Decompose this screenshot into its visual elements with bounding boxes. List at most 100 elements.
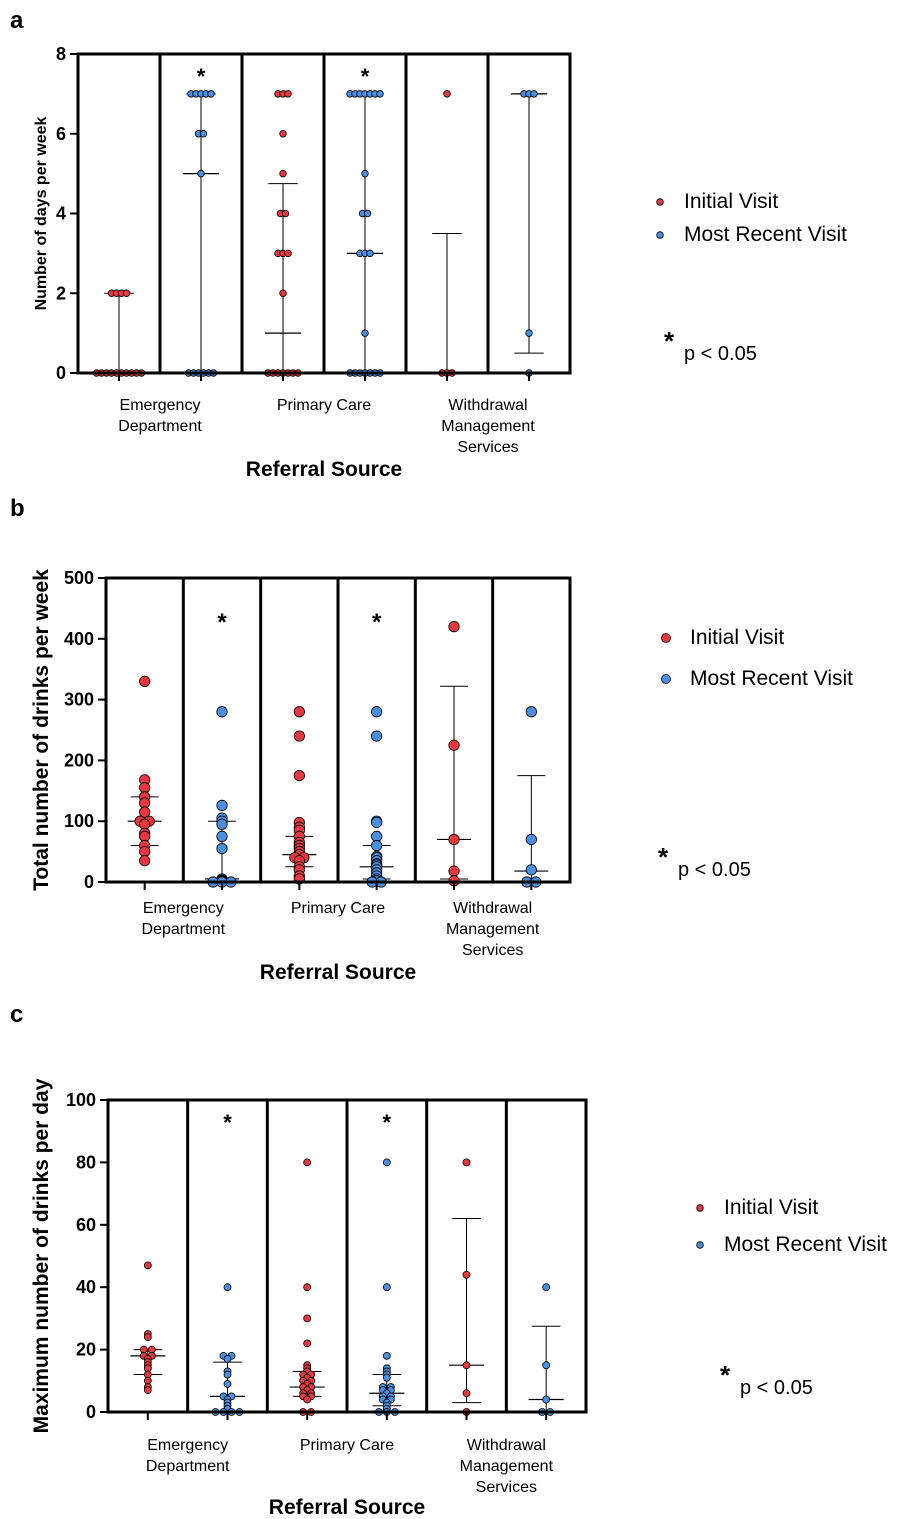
y-tick-label: 300 bbox=[64, 690, 94, 710]
data-point bbox=[448, 621, 460, 633]
data-point bbox=[448, 739, 460, 751]
significance-star: * bbox=[372, 609, 382, 636]
data-point bbox=[284, 90, 292, 98]
data-point bbox=[216, 842, 228, 855]
series-recent-2: * bbox=[204, 609, 240, 888]
data-point bbox=[382, 1351, 391, 1360]
y-tick-label: 0 bbox=[84, 872, 94, 892]
plot-frame bbox=[104, 576, 572, 884]
series-initial-3 bbox=[289, 1158, 325, 1416]
data-point bbox=[462, 1389, 471, 1398]
y-tick-label: 0 bbox=[86, 1402, 96, 1422]
x-axis-title: Referral Source bbox=[269, 1496, 425, 1519]
data-point bbox=[223, 1380, 232, 1388]
data-point bbox=[223, 1355, 232, 1363]
group-label: Withdrawal bbox=[448, 397, 527, 414]
legend-marker-recent bbox=[656, 231, 664, 239]
significance-note-star: * bbox=[658, 842, 669, 872]
series-initial-5 bbox=[428, 90, 466, 377]
data-point bbox=[143, 1261, 152, 1270]
data-point bbox=[284, 249, 292, 258]
data-point bbox=[382, 1373, 391, 1382]
data-point bbox=[139, 855, 151, 867]
legend-label-recent: Most Recent Visit bbox=[724, 1233, 887, 1256]
panel-letter: a bbox=[10, 7, 24, 34]
data-point bbox=[371, 839, 383, 852]
series-initial-3 bbox=[282, 706, 317, 885]
y-tick-label: 200 bbox=[64, 750, 94, 770]
significance-note: p < 0.05 bbox=[740, 1377, 813, 1399]
group-label: Services bbox=[457, 439, 518, 456]
significance-note-star: * bbox=[664, 326, 675, 356]
data-point bbox=[443, 90, 451, 98]
y-tick-label: 8 bbox=[56, 44, 66, 64]
data-point bbox=[216, 706, 228, 718]
y-tick-label: 60 bbox=[76, 1215, 96, 1235]
y-tick-label: 80 bbox=[76, 1152, 96, 1172]
data-point bbox=[279, 130, 287, 138]
significance-star: * bbox=[217, 609, 227, 636]
plot-frame bbox=[106, 1098, 588, 1414]
series-recent-6 bbox=[510, 90, 548, 377]
y-tick-label: 100 bbox=[64, 811, 94, 831]
panel-a: a * * 0 2 4 6 8 Number of days per week Emergency… bbox=[10, 7, 847, 481]
series-recent-2: * bbox=[182, 64, 220, 377]
data-point bbox=[139, 675, 151, 687]
group-label: Withdrawal bbox=[453, 900, 532, 917]
y-tick-label: 100 bbox=[66, 1090, 96, 1110]
y-tick-label: 40 bbox=[76, 1277, 96, 1297]
data-point bbox=[366, 249, 374, 258]
group-label: Primary Care bbox=[291, 900, 385, 917]
legend-label-initial: Initial Visit bbox=[690, 626, 784, 649]
data-point bbox=[525, 864, 537, 876]
data-point bbox=[303, 1395, 312, 1404]
y-tick-label: 20 bbox=[76, 1340, 96, 1360]
legend: Initial Visit Most Recent Visit bbox=[656, 190, 847, 246]
series-initial-1 bbox=[127, 675, 162, 867]
x-axis-title: Referral Source bbox=[260, 961, 416, 984]
legend-marker-recent bbox=[661, 674, 671, 684]
group-label: Management bbox=[460, 1458, 554, 1475]
data-point bbox=[542, 1395, 551, 1404]
data-point bbox=[122, 289, 131, 297]
series-initial-3 bbox=[264, 90, 302, 377]
significance-note-star: * bbox=[720, 1360, 731, 1390]
y-axis-title: Maximum number of drinks per day bbox=[30, 1078, 53, 1433]
x-axis-title: Referral Source bbox=[246, 458, 402, 481]
data-point bbox=[371, 816, 383, 829]
series-initial-1 bbox=[92, 289, 146, 377]
panel-c: c * * 0 20 40 60 80 100 Maximum number of drinks … bbox=[10, 1001, 887, 1519]
panel-letter: b bbox=[10, 495, 25, 522]
data-point bbox=[207, 90, 215, 98]
data-point bbox=[279, 169, 287, 178]
data-point bbox=[223, 1283, 232, 1292]
data-point bbox=[216, 830, 228, 843]
group-label: Emergency bbox=[120, 397, 201, 414]
significance-star: * bbox=[223, 1110, 232, 1135]
legend-label-recent: Most Recent Visit bbox=[684, 223, 847, 246]
data-point bbox=[223, 1370, 232, 1379]
series-recent-6 bbox=[528, 1283, 564, 1416]
legend-marker-recent bbox=[696, 1241, 704, 1249]
significance-note: p < 0.05 bbox=[678, 859, 751, 881]
panel-letter: c bbox=[10, 1001, 23, 1028]
data-point bbox=[303, 1283, 312, 1292]
panel-b: b * * 0 100 200 300 400 500 Total number of drink… bbox=[10, 495, 853, 984]
y-tick-label: 6 bbox=[56, 124, 66, 144]
group-label: Department bbox=[142, 921, 226, 938]
series-recent-4: * bbox=[359, 609, 394, 888]
data-point bbox=[143, 1333, 152, 1342]
group-label: Department bbox=[146, 1458, 230, 1475]
data-point bbox=[448, 865, 460, 877]
panels: a * * 0 2 4 6 8 Number of days per week Emergency… bbox=[10, 7, 887, 1519]
y-tick-label: 0 bbox=[56, 363, 66, 383]
series-initial-5 bbox=[448, 1158, 485, 1416]
data-point bbox=[371, 706, 383, 718]
data-point bbox=[382, 1158, 391, 1167]
data-point bbox=[303, 1339, 312, 1348]
group-label: Department bbox=[118, 418, 202, 435]
y-tick-label: 2 bbox=[56, 283, 66, 303]
group-label: Emergency bbox=[143, 900, 224, 917]
data-point bbox=[530, 90, 538, 98]
